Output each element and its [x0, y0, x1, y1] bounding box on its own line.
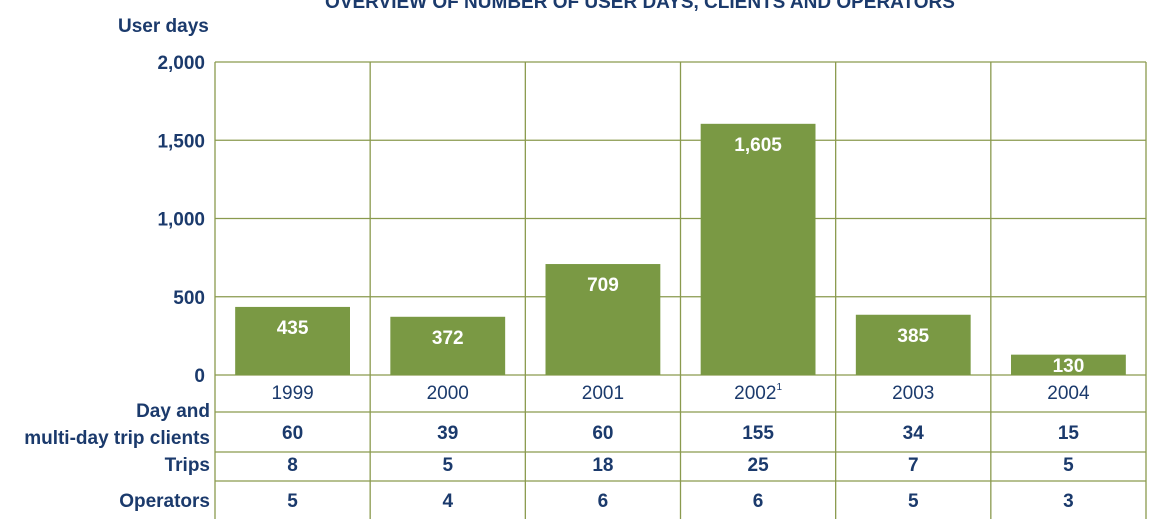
table-cell: 5	[1063, 455, 1074, 476]
x-tick-label: 2003	[892, 383, 934, 404]
bar-value-label: 435	[277, 318, 309, 339]
category: 2003	[892, 383, 934, 404]
row-label: multi-day trip clients	[24, 428, 210, 449]
bar-value-label: 709	[587, 275, 619, 296]
bar	[1011, 354, 1126, 375]
bar-value-label: 1,605	[734, 135, 782, 156]
table-cell: 15	[1058, 423, 1080, 444]
chart-title: OVERVIEW OF NUMBER OF USER DAYS, CLIENTS…	[325, 0, 955, 13]
table-cell: 25	[748, 455, 770, 476]
x-tick-label: 20021	[734, 382, 782, 404]
row-label: Day and	[136, 401, 210, 422]
bar-value-label: 385	[897, 326, 929, 347]
superscript: 1	[776, 382, 782, 393]
bar	[235, 306, 350, 375]
table-cell: 18	[592, 455, 613, 476]
table-cell: 60	[592, 423, 613, 444]
x-tick-label: 2004	[1047, 383, 1090, 404]
table-cell: 5	[442, 455, 453, 476]
row-label: Operators	[119, 491, 210, 512]
x-tick-label: 1999	[271, 383, 313, 404]
table-cell: 34	[903, 423, 925, 444]
table-cell: 3	[1063, 491, 1074, 512]
bar-value-label: 372	[432, 328, 464, 349]
y-tick-label: 1,500	[157, 131, 205, 152]
y-tick-label: 0	[194, 366, 205, 387]
table-cell: 5	[287, 491, 298, 512]
bar	[700, 123, 816, 375]
y-tick-label: 2,000	[157, 53, 205, 74]
category: 1999	[271, 383, 313, 404]
table-cell: 60	[282, 423, 303, 444]
y-tick-label: 1,000	[157, 210, 205, 231]
x-tick-label: 2000	[427, 383, 469, 404]
table-cell: 5	[908, 491, 919, 512]
category: 2001	[582, 383, 624, 404]
bar	[545, 264, 661, 375]
category: 2000	[427, 383, 469, 404]
table-cell: 8	[287, 455, 298, 476]
y-axis-label: User days	[118, 16, 209, 37]
table-cell: 4	[442, 491, 453, 512]
y-tick-label: 500	[173, 288, 205, 309]
table-cell: 39	[437, 423, 458, 444]
row-label: Trips	[165, 455, 210, 476]
bar	[855, 314, 971, 375]
bar	[390, 316, 506, 375]
x-tick-label: 2001	[582, 383, 624, 404]
bar-value-label: 130	[1053, 356, 1085, 377]
category: 2004	[1047, 383, 1090, 404]
table-cell: 6	[598, 491, 609, 512]
table-cell: 155	[742, 423, 774, 444]
table-cell: 6	[753, 491, 764, 512]
category: 2002	[734, 383, 776, 404]
table-cell: 7	[908, 455, 919, 476]
